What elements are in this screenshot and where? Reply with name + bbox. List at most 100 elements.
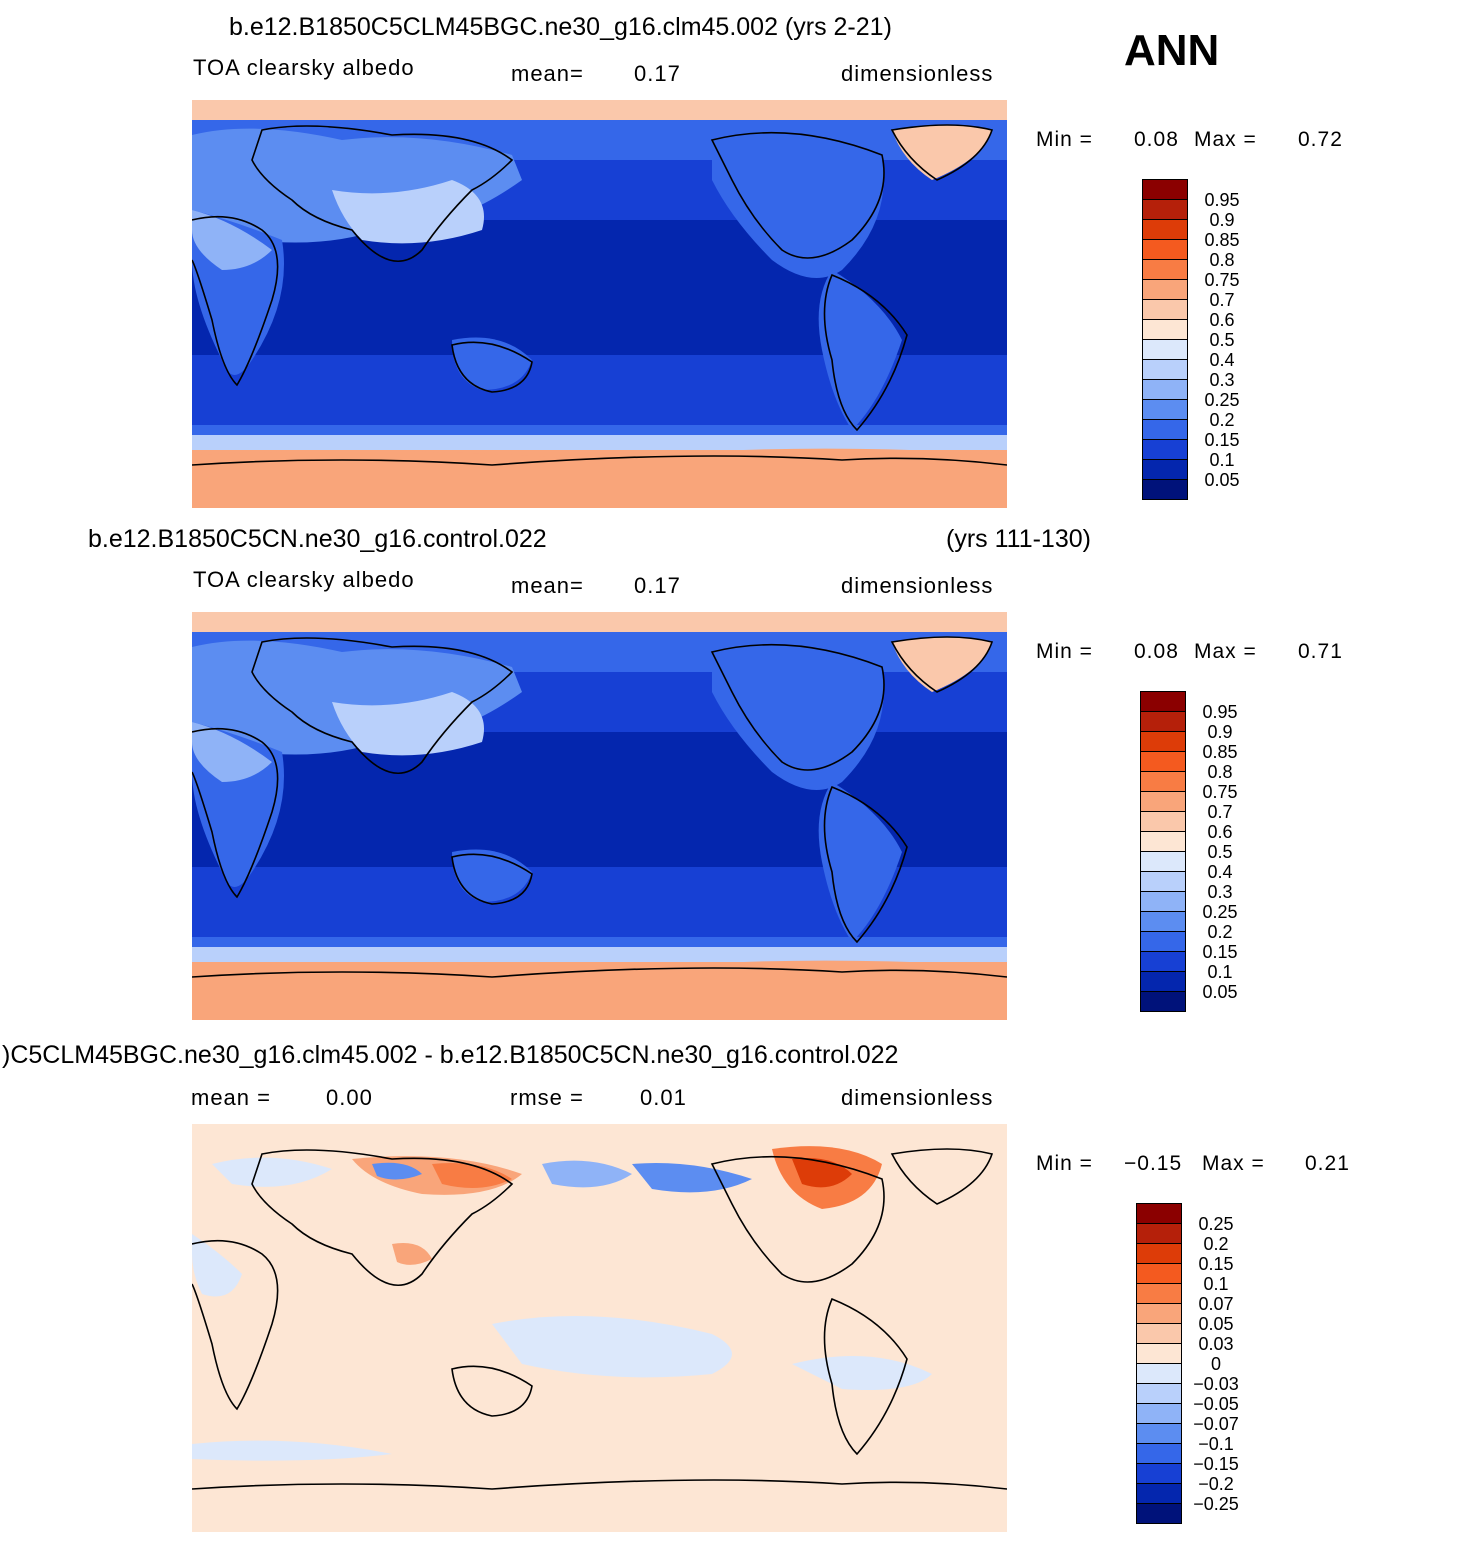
colorbar-tick-label: −0.07 — [1193, 1414, 1239, 1434]
colorbar-tick-label: −0.05 — [1193, 1394, 1239, 1414]
colorbar-swatch — [1142, 419, 1188, 440]
panel3-max-label: Max = — [1202, 1152, 1265, 1175]
colorbar-swatch — [1136, 1263, 1182, 1284]
colorbar-swatch — [1136, 1223, 1182, 1244]
panel3-max-value: 0.21 — [1305, 1152, 1350, 1175]
panel3-rmse-value: 0.01 — [640, 1085, 687, 1110]
panel2-units-label: dimensionless — [841, 573, 994, 598]
colorbar-tick-label: 0.8 — [1209, 250, 1235, 270]
colorbar-tick-label: 0.25 — [1202, 902, 1238, 922]
colorbar-swatch — [1140, 851, 1186, 872]
colorbar-tick-label: 0.15 — [1198, 1254, 1234, 1274]
panel2-max-label: Max = — [1194, 640, 1257, 663]
colorbar-swatch — [1140, 931, 1186, 952]
colorbar-swatch — [1140, 711, 1186, 732]
colorbar-swatch — [1142, 299, 1188, 320]
colorbar-swatch — [1142, 379, 1188, 400]
colorbar-tick-label: 0.5 — [1209, 330, 1235, 350]
colorbar-tick-label: 0.75 — [1204, 270, 1240, 290]
colorbar-tick-label: −0.1 — [1198, 1434, 1234, 1454]
colorbar-swatch — [1136, 1323, 1182, 1344]
colorbar-swatch — [1142, 259, 1188, 280]
colorbar-tick-label: −0.2 — [1198, 1474, 1234, 1494]
colorbar-swatch — [1140, 791, 1186, 812]
colorbar-swatch — [1140, 751, 1186, 772]
panel1-mean-label: mean= — [511, 61, 584, 86]
colorbar-tick-label: 0.5 — [1207, 842, 1233, 862]
colorbar-swatch — [1136, 1483, 1182, 1504]
colorbar-swatch — [1136, 1303, 1182, 1324]
colorbar-tick-label: 0.05 — [1198, 1314, 1234, 1334]
panel2-min-label: Min = — [1036, 640, 1093, 663]
colorbar-tick-label: 0.4 — [1207, 862, 1233, 882]
colorbar-swatch — [1142, 319, 1188, 340]
colorbar-swatch — [1140, 871, 1186, 892]
colorbar-tick-label: 0.2 — [1203, 1234, 1229, 1254]
panel3-title: )C5CLM45BGC.ne30_g16.clm45.002 - b.e12.B… — [2, 1041, 899, 1069]
colorbar-tick-label: 0.07 — [1198, 1294, 1234, 1314]
colorbar-swatch — [1142, 439, 1188, 460]
colorbar-swatch — [1136, 1463, 1182, 1484]
colorbar-tick-label: 0.75 — [1202, 782, 1238, 802]
panel2-variable-label: TOA clearsky albedo — [193, 567, 415, 592]
colorbar-tick-label: 0.85 — [1202, 742, 1238, 762]
colorbar-tick-label: 0.2 — [1209, 410, 1235, 430]
panel1-colorbar: 0.95 0.9 0.85 0.8 0.75 0.7 0.6 0.5 0.4 0.3 0.25 0.2… — [1142, 179, 1252, 500]
panel1-units-label: dimensionless — [841, 61, 994, 86]
colorbar-swatch — [1136, 1503, 1182, 1524]
panel1-min-label: Min = — [1036, 128, 1093, 151]
colorbar-tick-label: 0.9 — [1207, 722, 1233, 742]
panel1-min-value: 0.08 — [1134, 128, 1179, 151]
colorbar-tick-label: 0.25 — [1198, 1214, 1234, 1234]
colorbar-swatch — [1142, 399, 1188, 420]
colorbar-swatch — [1136, 1203, 1182, 1224]
colorbar-tick-label: 0.1 — [1209, 450, 1235, 470]
colorbar-tick-label: 0.95 — [1204, 190, 1240, 210]
colorbar-swatch — [1140, 991, 1186, 1012]
colorbar-swatch — [1142, 239, 1188, 260]
panel2-map — [192, 612, 1007, 1020]
colorbar-tick-label: 0.6 — [1209, 310, 1235, 330]
panel1-map — [192, 100, 1007, 508]
panel3-colorbar: 0.25 0.2 0.15 0.1 0.07 0.05 0.03 0 −0.03 −0.05 −0.… — [1136, 1203, 1251, 1524]
colorbar-swatch — [1142, 219, 1188, 240]
panel1-max-label: Max = — [1194, 128, 1257, 151]
colorbar-tick-label: 0.85 — [1204, 230, 1240, 250]
colorbar-swatch — [1140, 771, 1186, 792]
panel2-mean-label: mean= — [511, 573, 584, 598]
colorbar-tick-label: −0.15 — [1193, 1454, 1239, 1474]
colorbar-swatch — [1142, 179, 1188, 200]
colorbar-tick-label: 0 — [1210, 1354, 1221, 1374]
colorbar-swatch — [1140, 911, 1186, 932]
colorbar-swatch — [1136, 1283, 1182, 1304]
panel2-colorbar: 0.95 0.9 0.85 0.8 0.75 0.7 0.6 0.5 0.4 0.3 0.25 0.2… — [1140, 691, 1250, 1012]
colorbar-swatch — [1140, 891, 1186, 912]
panel3-units-label: dimensionless — [841, 1085, 994, 1110]
colorbar-tick-label: 0.15 — [1204, 430, 1240, 450]
panel2-mean-value: 0.17 — [634, 573, 681, 598]
panel1-variable-label: TOA clearsky albedo — [193, 55, 415, 80]
colorbar-swatch — [1140, 951, 1186, 972]
colorbar-swatch — [1136, 1343, 1182, 1364]
colorbar-tick-label: 0.05 — [1204, 470, 1240, 490]
panel1-max-value: 0.72 — [1298, 128, 1343, 151]
colorbar-tick-label: −0.03 — [1193, 1374, 1239, 1394]
colorbar-tick-label: 0.6 — [1207, 822, 1233, 842]
panel3-min-value: −0.15 — [1124, 1152, 1183, 1175]
colorbar-tick-label: 0.3 — [1209, 370, 1235, 390]
colorbar-tick-label: −0.25 — [1193, 1494, 1239, 1514]
panel3-rmse-label: rmse = — [510, 1085, 584, 1110]
colorbar-tick-label: 0.03 — [1198, 1334, 1234, 1354]
colorbar-tick-label: 0.05 — [1202, 982, 1238, 1002]
colorbar-tick-label: 0.1 — [1203, 1274, 1229, 1294]
colorbar-swatch — [1142, 279, 1188, 300]
colorbar-swatch — [1142, 359, 1188, 380]
colorbar-swatch — [1142, 479, 1188, 500]
colorbar-swatch — [1142, 459, 1188, 480]
colorbar-swatch — [1140, 831, 1186, 852]
panel2-max-value: 0.71 — [1298, 640, 1343, 663]
colorbar-tick-label: 0.95 — [1202, 702, 1238, 722]
colorbar-tick-label: 0.1 — [1207, 962, 1233, 982]
panel2-min-value: 0.08 — [1134, 640, 1179, 663]
panel3-map — [192, 1124, 1007, 1532]
